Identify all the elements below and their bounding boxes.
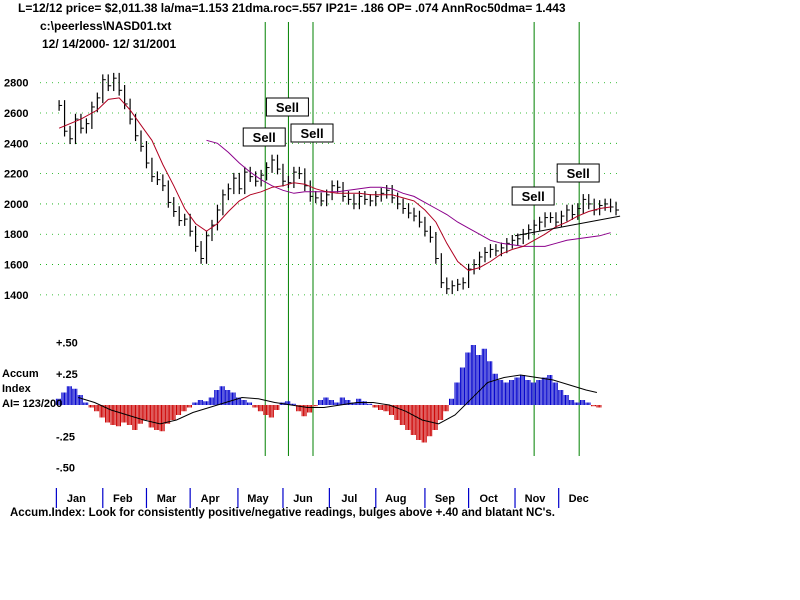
footer-note: Accum.Index: Look for consistently posit… [10,507,555,519]
ai-ma-line [78,374,598,425]
month-label: Sep [435,493,455,505]
sell-signal-box [556,163,600,183]
month-label: Mar [157,493,177,505]
ai-reading: AI= 123/200 [2,398,62,410]
price-tick-label: 1600 [4,260,28,272]
ma21-line [58,97,611,272]
month-label: Dec [569,493,589,505]
month-label: May [247,493,269,505]
month-label: Apr [201,493,221,505]
ai-tick-label: -.25 [56,431,75,443]
month-label: Aug [385,493,406,505]
month-label: Oct [479,493,498,505]
price-tick-label: 1400 [4,290,28,302]
month-label: Feb [113,493,133,505]
sell-signal-box [290,123,334,143]
ai-tick-label: +.25 [56,369,78,381]
price-tick-label: 2600 [4,108,28,120]
price-tick-label: 1800 [4,229,28,241]
price-tick-label: 2800 [4,78,28,90]
header-file: c:\peerless\NASD01.txt [40,19,172,33]
ai-title-index: Index [2,383,32,395]
sell-signal-label: Sell [522,189,545,204]
sell-signal-label: Sell [567,166,590,181]
trendline [514,215,621,237]
sell-signal-label: Sell [253,130,276,145]
month-label: Jul [341,493,357,505]
header-range: 12/ 14/2000- 12/ 31/2001 [42,37,177,51]
sell-signal-box [511,186,555,206]
ai-title-accum: Accum [2,368,39,380]
month-label: Jun [293,493,313,505]
ai-tick-label: -.50 [56,463,75,475]
month-label: Jan [67,493,86,505]
price-tick-label: 2200 [4,169,28,181]
header-stats: L=12/12 price= $2,011.38 la/ma=1.153 21d… [18,1,566,15]
sell-signal-label: Sell [300,126,323,141]
sell-signal-box [242,127,286,147]
sell-signal-label: Sell [276,100,299,115]
month-label: Nov [525,493,547,505]
price-tick-label: 2400 [4,138,28,150]
sell-signal-box [265,97,309,117]
ai-tick-label: +.50 [56,338,78,350]
price-tick-label: 2000 [4,199,28,211]
